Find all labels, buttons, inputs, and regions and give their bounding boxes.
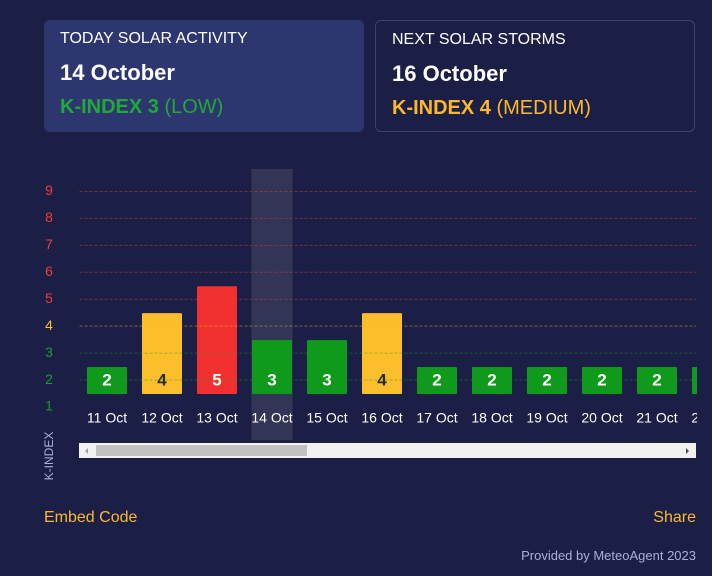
card-heading: NEXT SOLAR STORMS [392,31,566,48]
y-tick-label: 3 [45,344,53,360]
share-link[interactable]: Share [653,509,696,526]
card-date: 16 October [392,61,507,86]
scroll-left[interactable] [85,448,88,454]
level: (LOW) [164,96,224,118]
bar [142,313,182,394]
y-tick-label: 8 [45,209,53,225]
bar [417,367,457,394]
y-tick-label: 9 [45,182,53,198]
scroll-thumb[interactable] [96,445,307,456]
bar [692,367,697,394]
index: K-INDEX 4 [392,97,491,119]
y-tick-label: 6 [45,263,53,279]
card-heading: TODAY SOLAR ACTIVITY [60,30,248,47]
bar [87,367,127,394]
y-tick-label: 7 [45,236,53,252]
x-tick-label: 19 Oct [526,410,567,426]
x-tick-label: 17 Oct [416,410,457,426]
value-label: 2 [487,370,496,389]
value-label: 2 [597,370,606,389]
plot-area: 2 11 Oct 4 12 Oct 5 13 Oct 3 14 Oct 3 15 Oct 4 16 O… [87,169,712,440]
value-label: 2 [652,370,661,389]
value-label: 2 [102,370,111,389]
bar [527,367,567,394]
bar [197,286,237,394]
x-tick-label: 16 Oct [361,410,402,426]
bar [252,340,292,394]
x-tick-label: 18 Oct [471,410,512,426]
card-index: K-INDEX 4 (MEDIUM) [392,97,678,120]
bar [362,313,402,394]
value-label: 2 [542,370,551,389]
level: (MEDIUM) [496,97,591,119]
chart: 2 11 Oct 4 12 Oct 5 13 Oct 3 14 Oct 3 15 Oct 4 16 O… [42,169,712,481]
bar [637,367,677,394]
value-label: 2 [707,370,712,389]
bar [307,340,347,394]
y-tick-label: 2 [45,371,53,387]
value-label: 4 [157,370,167,389]
y-axis-label: K-INDEX [42,432,56,481]
highlight-column [251,169,293,440]
x-tick-label: 21 Oct [636,410,677,426]
y-tick-label: 4 [45,317,53,333]
value-label: 3 [267,370,276,389]
value-label: 5 [212,370,221,389]
today-card: TODAY SOLAR ACTIVITY 14 October K-INDEX … [44,20,364,132]
bar [472,367,512,394]
x-tick-label: 15 Oct [306,410,347,426]
storm-card: NEXT SOLAR STORMS 16 October K-INDEX 4 (… [375,20,695,132]
x-tick-label: 12 Oct [141,410,182,426]
value-label: 2 [432,370,441,389]
value-label: 3 [322,370,331,389]
card-index: K-INDEX 3 (LOW) [60,96,348,119]
embed-link[interactable]: Embed Code [44,509,138,526]
x-tick-label: 20 Oct [581,410,622,426]
x-tick-label: 13 Oct [196,410,237,426]
card-date: 14 October [60,60,175,85]
value-label: 4 [377,370,387,389]
index: K-INDEX 3 [60,96,159,118]
x-tick-label: 22 Oct [691,410,712,426]
bar [582,367,622,394]
credit: Provided by MeteoAgent 2023 [521,548,696,563]
y-tick-label: 5 [45,290,53,306]
x-tick-label: 14 Oct [251,410,292,426]
x-tick-label: 11 Oct [87,410,127,426]
y-tick-label: 1 [45,398,53,414]
scroll-right[interactable] [686,448,689,454]
